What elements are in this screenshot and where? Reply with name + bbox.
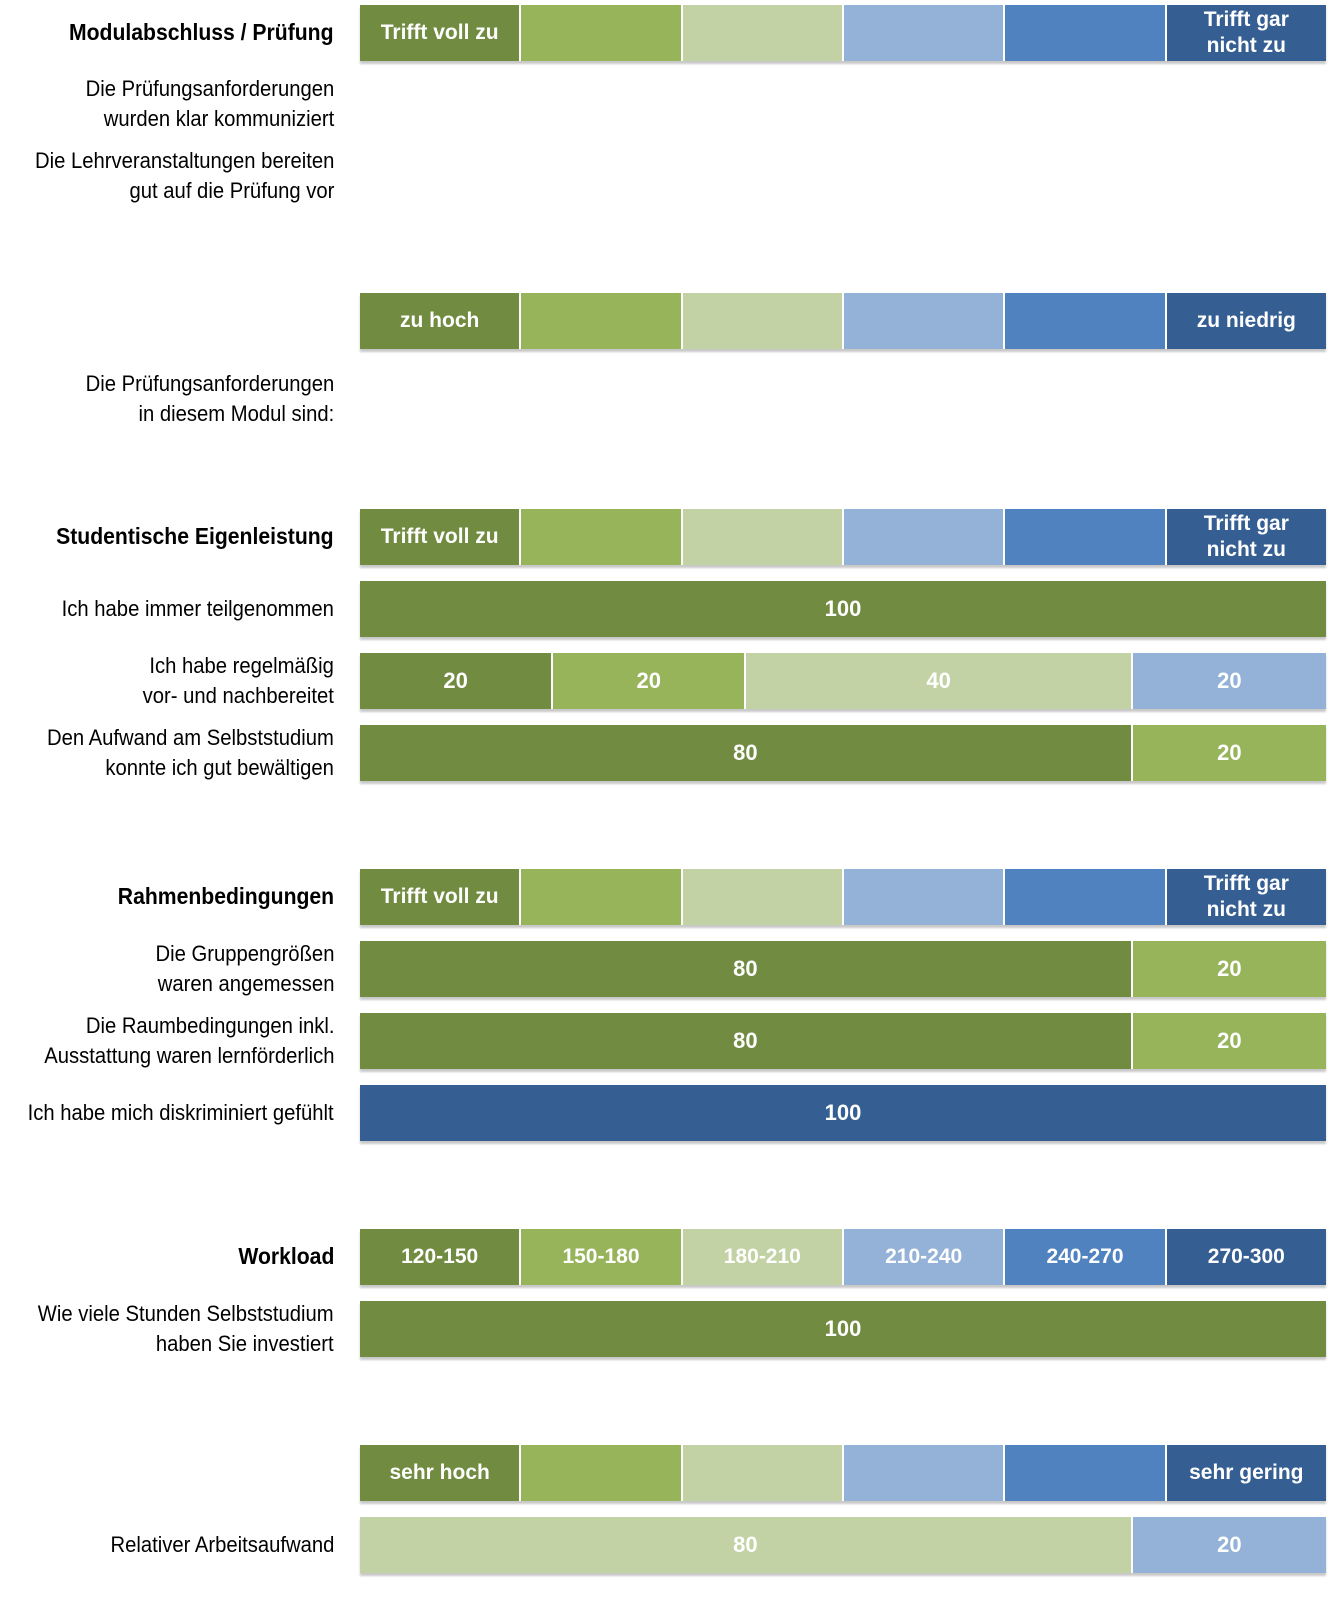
scale-category xyxy=(682,5,844,61)
scale-category xyxy=(682,1445,844,1501)
scale-header: Trifft voll zu Trifft gar nicht zu xyxy=(360,5,1326,61)
scale-category xyxy=(1005,293,1167,349)
scale-category: 120-150 xyxy=(360,1229,522,1285)
stacked-bar: 100 xyxy=(360,1301,1326,1357)
scale-category xyxy=(1005,5,1167,61)
scale-header: Trifft voll zu Trifft gar nicht zu xyxy=(360,509,1326,565)
stacked-bar: 80 20 xyxy=(360,725,1326,781)
section-title: Workload xyxy=(237,1243,334,1269)
scale-category xyxy=(682,869,844,925)
scale-category xyxy=(521,869,683,925)
bar-segment: 80 xyxy=(360,1013,1133,1069)
scale-category xyxy=(1005,1445,1167,1501)
scale-category: sehr gering xyxy=(1166,1445,1326,1501)
scale-category xyxy=(521,5,683,61)
row-label: Relativer Arbeitsaufwand xyxy=(110,1532,334,1557)
scale-category: zu niedrig xyxy=(1166,293,1326,349)
stacked-bar: 20 20 40 20 xyxy=(360,653,1326,709)
scale-category xyxy=(1005,869,1167,925)
scale-category: Trifft voll zu xyxy=(360,5,522,61)
scale-category: Trifft gar nicht zu xyxy=(1166,509,1326,565)
row-label: Die Prüfungsanforderungen in diesem Modul… xyxy=(85,371,334,426)
scale-category xyxy=(843,5,1006,61)
scale-category: zu hoch xyxy=(360,293,522,349)
scale-category: 270-300 xyxy=(1166,1229,1326,1285)
scale-category: Trifft voll zu xyxy=(360,869,522,925)
section-title: Studentische Eigenleistung xyxy=(56,523,334,549)
section-title: Modulabschluss / Prüfung xyxy=(69,19,334,45)
bar-segment: 80 xyxy=(360,941,1133,997)
scale-category: sehr hoch xyxy=(360,1445,522,1501)
scale-category xyxy=(843,509,1006,565)
bar-segment: 100 xyxy=(360,1085,1326,1141)
row-label: Wie viele Stunden Selbststudium haben Sie… xyxy=(38,1301,334,1356)
row-label: Die Gruppengrößen waren angemessen xyxy=(155,941,334,996)
scale-category xyxy=(682,509,844,565)
bar-segment: 20 xyxy=(1132,941,1326,997)
bar-segment: 100 xyxy=(360,581,1326,637)
scale-category xyxy=(521,293,683,349)
stacked-bar: 80 20 xyxy=(360,1013,1326,1069)
bar-segment: 100 xyxy=(360,1301,1326,1357)
row-label: Die Raumbedingungen inkl. Ausstattung war… xyxy=(43,1013,334,1068)
scale-category: 150-180 xyxy=(521,1229,683,1285)
scale-header: Trifft voll zu Trifft gar nicht zu xyxy=(360,869,1326,925)
scale-header: sehr hoch sehr gering xyxy=(360,1445,1326,1501)
scale-header: zu hoch zu niedrig xyxy=(360,293,1326,349)
scale-category: 180-210 xyxy=(682,1229,844,1285)
scale-category xyxy=(843,1445,1006,1501)
bar-segment: 20 xyxy=(360,653,554,709)
bar-segment: 80 xyxy=(360,1517,1133,1573)
bar-segment: 40 xyxy=(746,653,1133,709)
row-label: Ich habe mich diskriminiert gefühlt xyxy=(28,1100,334,1125)
scale-category xyxy=(682,293,844,349)
scale-category xyxy=(1005,509,1167,565)
section-title: Rahmenbedingungen xyxy=(117,883,334,909)
bar-segment: 20 xyxy=(1132,1517,1326,1573)
stacked-bar: 100 xyxy=(360,1085,1326,1141)
row-label: Die Prüfungsanforderungen wurden klar kom… xyxy=(85,76,335,131)
row-label: Ich habe immer teilgenommen xyxy=(61,596,334,621)
bar-segment: 20 xyxy=(1132,725,1326,781)
scale-category: 210-240 xyxy=(843,1229,1006,1285)
bar-segment: 80 xyxy=(360,725,1133,781)
stacked-bar: 80 20 xyxy=(360,941,1326,997)
scale-category xyxy=(521,1445,683,1501)
scale-category xyxy=(843,869,1006,925)
stacked-bar: 100 xyxy=(360,581,1326,637)
scale-category xyxy=(521,509,683,565)
bar-segment: 20 xyxy=(553,653,747,709)
row-label: Die Lehrveranstaltungen bereiten gut auf … xyxy=(34,148,334,203)
row-label: Den Aufwand am Selbststudium konnte ich g… xyxy=(47,725,334,780)
bar-segment: 20 xyxy=(1132,1013,1326,1069)
scale-category: Trifft gar nicht zu xyxy=(1166,5,1326,61)
scale-header: 120-150 150-180 180-210 210-240 240-270 270-3… xyxy=(360,1229,1326,1285)
scale-category xyxy=(843,293,1006,349)
row-label: Ich habe regelmäßig vor- und nachbereitet xyxy=(142,653,334,708)
scale-category: Trifft gar nicht zu xyxy=(1166,869,1326,925)
scale-category: Trifft voll zu xyxy=(360,509,522,565)
stacked-bar: 80 20 xyxy=(360,1517,1326,1573)
bar-segment: 20 xyxy=(1132,653,1326,709)
scale-category: 240-270 xyxy=(1005,1229,1167,1285)
